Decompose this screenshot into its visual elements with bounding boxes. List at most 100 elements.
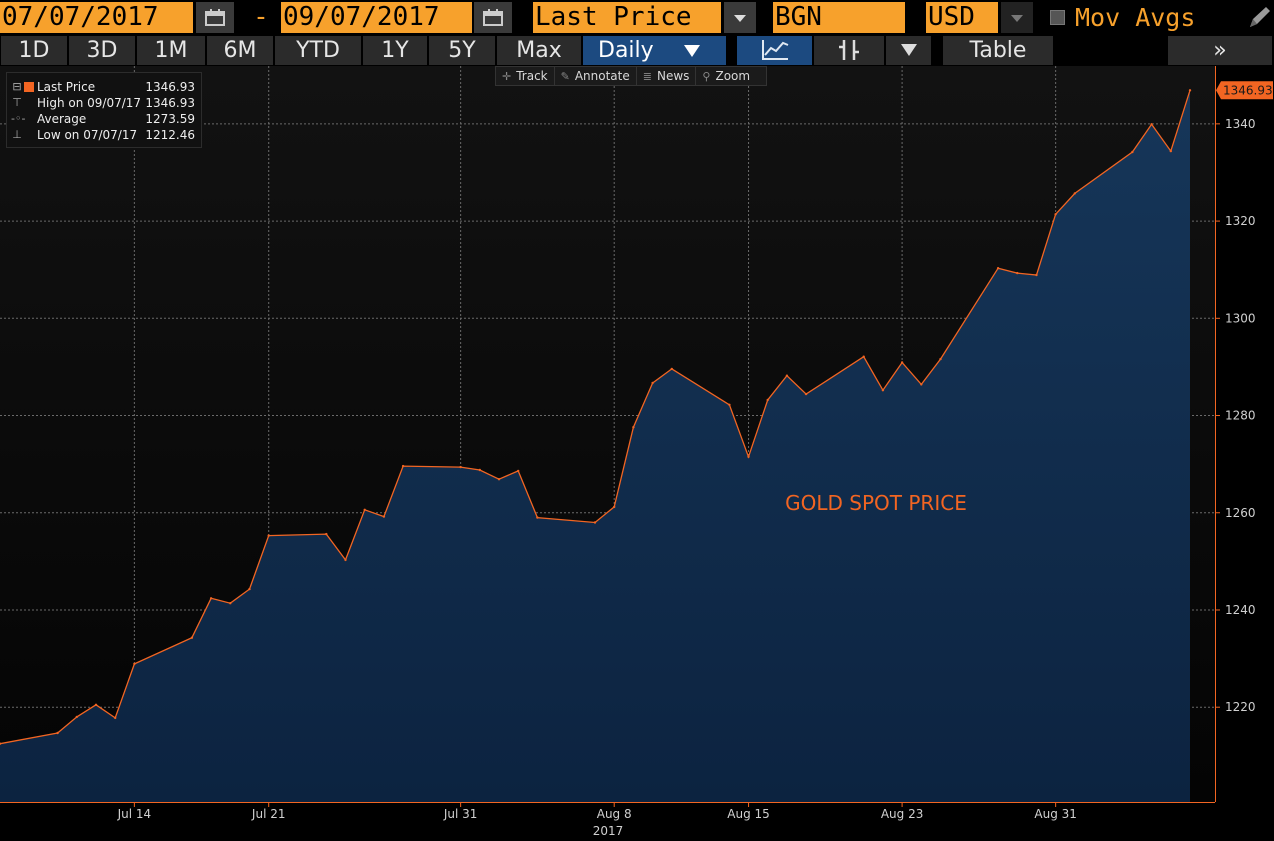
- field-selector[interactable]: Last Price: [533, 2, 721, 33]
- y-axis-ticks: 1220 1240 1260 1280 1300 1320 1340: [1215, 117, 1256, 714]
- price-point: [939, 357, 942, 361]
- tab-max[interactable]: Max: [497, 36, 581, 65]
- low-marker-icon: ⊥: [12, 128, 22, 141]
- price-point: [613, 505, 616, 509]
- price-point: [133, 662, 136, 666]
- x-tick-label: Jul 21: [251, 807, 286, 821]
- y-tick-label: 1220: [1225, 700, 1256, 714]
- start-calendar-button[interactable]: [196, 2, 234, 33]
- tab-5y[interactable]: 5Y: [429, 36, 495, 65]
- field-dropdown-button[interactable]: [724, 2, 756, 33]
- tab-1y[interactable]: 1Y: [363, 36, 427, 65]
- price-point: [56, 731, 59, 735]
- track-tool[interactable]: ✛ Track: [496, 67, 555, 85]
- pencil-icon[interactable]: [1246, 5, 1272, 31]
- chart-type-dropdown[interactable]: [886, 36, 931, 65]
- news-tool[interactable]: ≣ News: [637, 67, 697, 85]
- price-point: [785, 374, 789, 377]
- price-point: [996, 267, 1000, 270]
- x-tick-label: Aug 15: [727, 807, 770, 821]
- mov-avgs-checkbox[interactable]: [1050, 10, 1065, 25]
- table-button[interactable]: Table: [943, 36, 1053, 65]
- price-point: [229, 602, 232, 605]
- price-point: [382, 515, 386, 518]
- tab-1d[interactable]: 1D: [1, 36, 67, 65]
- price-point: [1188, 89, 1192, 92]
- legend-value: 1273.59: [145, 112, 195, 126]
- x-tick-label: Jul 31: [443, 807, 478, 821]
- y-tick-label: 1280: [1225, 409, 1256, 423]
- price-point: [209, 597, 213, 600]
- pen-icon: ✎: [560, 69, 570, 83]
- price-point: [1150, 123, 1153, 126]
- price-point: [747, 455, 750, 458]
- calendar-icon: [483, 8, 503, 26]
- zoom-tool[interactable]: ⚲ Zoom: [696, 67, 756, 85]
- line-chart-button[interactable]: [737, 36, 812, 65]
- price-point: [1073, 192, 1077, 195]
- line-chart-icon: [761, 40, 788, 60]
- end-calendar-button[interactable]: [474, 2, 512, 33]
- y-tick-label: 1320: [1225, 214, 1256, 228]
- currency-dropdown-button[interactable]: [1001, 2, 1033, 33]
- price-point: [75, 715, 79, 719]
- price-point: [325, 532, 328, 536]
- frequency-dropdown[interactable]: Daily: [583, 36, 726, 65]
- price-points: [0, 89, 1192, 745]
- x-tick-label: Jul 14: [117, 807, 152, 821]
- tab-6m[interactable]: 6M: [207, 36, 273, 65]
- y-tick-label: 1260: [1225, 506, 1256, 520]
- source-field[interactable]: BGN: [773, 2, 905, 33]
- price-point: [536, 516, 539, 519]
- crosshair-icon: ✛: [502, 69, 512, 83]
- legend-row-last-price[interactable]: ⊟ Last Price 1346.93: [7, 79, 201, 95]
- price-point: [190, 636, 194, 639]
- start-date-field[interactable]: 07/07/2017: [0, 2, 193, 33]
- chevron-down-icon: [734, 14, 746, 22]
- last-price-marker: 1346.93: [1216, 81, 1273, 100]
- tab-1m[interactable]: 1M: [137, 36, 205, 65]
- chevron-down-icon: [900, 44, 917, 56]
- price-point: [862, 355, 865, 358]
- annotate-tool[interactable]: ✎ Annotate: [555, 67, 637, 85]
- price-area: [0, 90, 1190, 803]
- last-price-label: 1346.93: [1223, 83, 1273, 97]
- date-separator: -: [253, 2, 269, 32]
- legend-row-low: ⊥ Low on 07/07/17 1212.46: [7, 127, 201, 143]
- end-date-field[interactable]: 09/07/2017: [281, 2, 472, 33]
- date-range-toolbar: 07/07/2017 - 09/07/2017 Last Price BGN U…: [0, 0, 1274, 35]
- price-point: [728, 403, 731, 406]
- price-point: [632, 426, 635, 429]
- chart-tools: ✛ Track ✎ Annotate ≣ News ⚲ Zoom: [495, 66, 767, 86]
- more-button[interactable]: »: [1168, 36, 1272, 65]
- currency-field[interactable]: USD: [926, 2, 998, 33]
- price-point: [1054, 213, 1057, 216]
- tab-ytd[interactable]: YTD: [275, 36, 361, 65]
- news-label: News: [656, 69, 690, 83]
- price-point: [900, 361, 904, 364]
- bar-chart-button[interactable]: [814, 36, 884, 65]
- price-point: [248, 587, 251, 591]
- price-point: [651, 381, 654, 385]
- annotate-label: Annotate: [574, 69, 630, 83]
- price-point: [497, 478, 501, 481]
- price-point: [1169, 149, 1173, 153]
- tab-3d[interactable]: 3D: [69, 36, 135, 65]
- magnifier-icon: ⚲: [702, 69, 711, 83]
- x-tick-label: Aug 23: [881, 807, 924, 821]
- price-point: [363, 508, 366, 511]
- axes: [0, 66, 1216, 803]
- mov-avgs-toggle[interactable]: Mov Avgs: [1050, 2, 1195, 33]
- range-tab-bar: 1D 3D 1M 6M YTD 1Y 5Y Max Daily Table »: [0, 35, 1274, 66]
- price-point: [670, 367, 673, 371]
- collapse-icon: ⊟: [12, 80, 22, 93]
- legend-name: High on 09/07/17: [37, 96, 142, 110]
- legend-name: Low on 07/07/17: [37, 128, 138, 142]
- frequency-label: Daily: [598, 38, 654, 63]
- price-point: [1016, 271, 1019, 275]
- y-tick-label: 1300: [1225, 311, 1256, 325]
- price-point: [1035, 273, 1038, 277]
- legend-name: Average: [37, 112, 87, 126]
- price-point: [0, 742, 2, 745]
- high-marker-icon: ⊤: [12, 96, 22, 109]
